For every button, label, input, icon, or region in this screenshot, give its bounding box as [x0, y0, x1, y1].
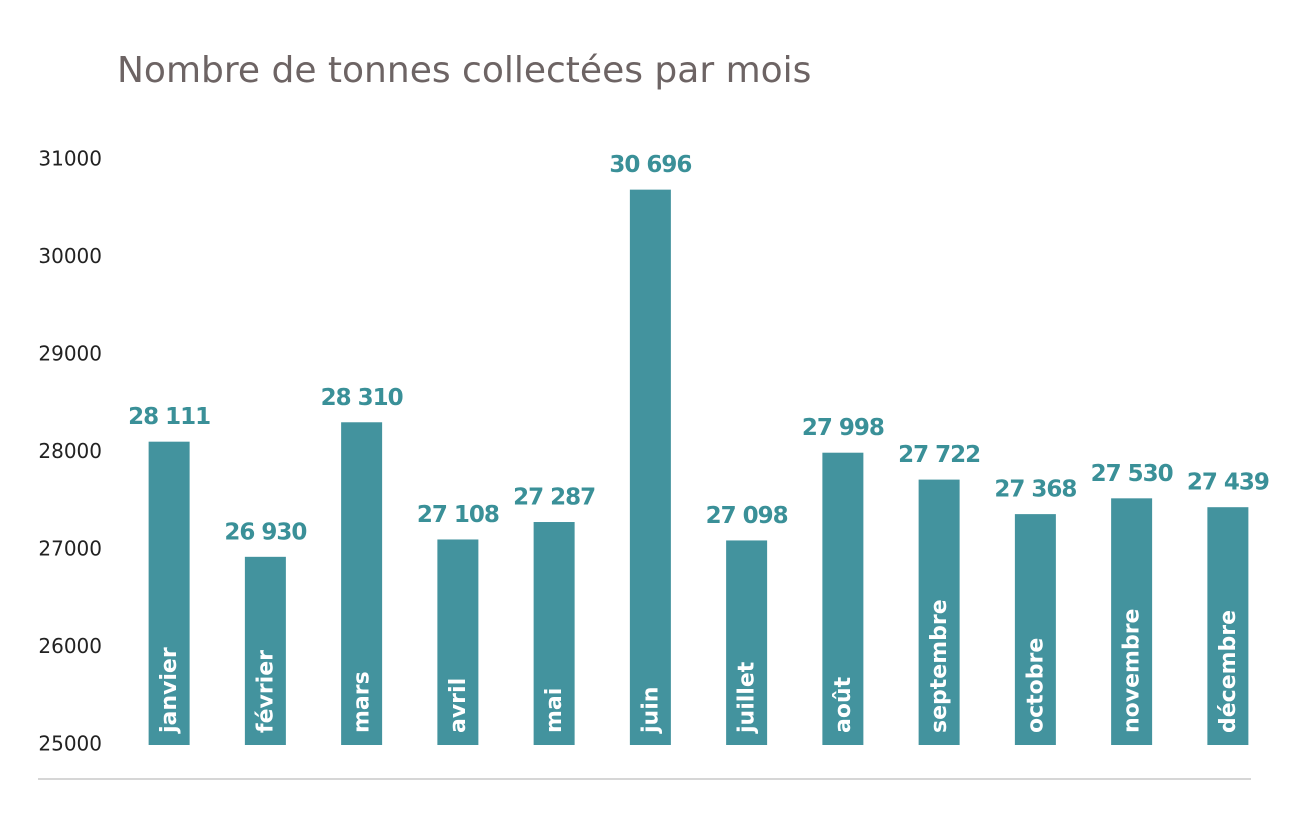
bar — [437, 539, 479, 745]
bar — [1207, 507, 1249, 745]
y-tick-label: 31000 — [38, 147, 102, 171]
category-label: mai — [542, 688, 567, 733]
category-label: juillet — [735, 661, 760, 734]
bar — [1111, 498, 1153, 745]
value-label: 27 098 — [706, 503, 788, 529]
category-label: septembre — [927, 599, 952, 733]
value-label: 30 696 — [609, 152, 691, 178]
bar — [341, 422, 383, 745]
bar — [533, 522, 575, 745]
bar — [726, 540, 768, 745]
value-label: 28 310 — [321, 385, 403, 411]
y-tick-label: 27000 — [38, 537, 102, 561]
y-tick-label: 26000 — [38, 634, 102, 658]
y-tick-label: 25000 — [38, 732, 102, 756]
category-label: janvier — [157, 647, 182, 734]
bar — [148, 441, 190, 745]
category-label: août — [831, 676, 856, 733]
chart-title: Nombre de tonnes collectées par mois — [117, 50, 811, 91]
value-label: 27 108 — [417, 502, 499, 528]
category-label: avril — [446, 678, 471, 733]
y-tick-label: 28000 — [38, 439, 102, 463]
value-label: 27 722 — [898, 442, 980, 468]
bar — [244, 556, 286, 745]
bar — [1014, 514, 1056, 745]
category-label: novembre — [1120, 609, 1145, 733]
category-label: octobre — [1023, 638, 1048, 733]
y-tick-label: 30000 — [38, 244, 102, 268]
value-label: 27 530 — [1091, 461, 1173, 487]
value-label: 27 439 — [1187, 470, 1269, 496]
value-label: 27 368 — [994, 477, 1076, 503]
bar — [629, 189, 671, 745]
value-label: 27 287 — [513, 485, 595, 511]
y-tick-label: 29000 — [38, 342, 102, 366]
value-label: 26 930 — [224, 519, 306, 545]
category-label: février — [253, 650, 278, 733]
value-label: 28 111 — [128, 404, 210, 430]
category-label: mars — [350, 671, 375, 733]
bar — [918, 479, 960, 745]
category-label: décembre — [1216, 610, 1241, 733]
category-label: juin — [638, 687, 663, 734]
value-label: 27 998 — [802, 415, 884, 441]
bar — [822, 452, 864, 745]
